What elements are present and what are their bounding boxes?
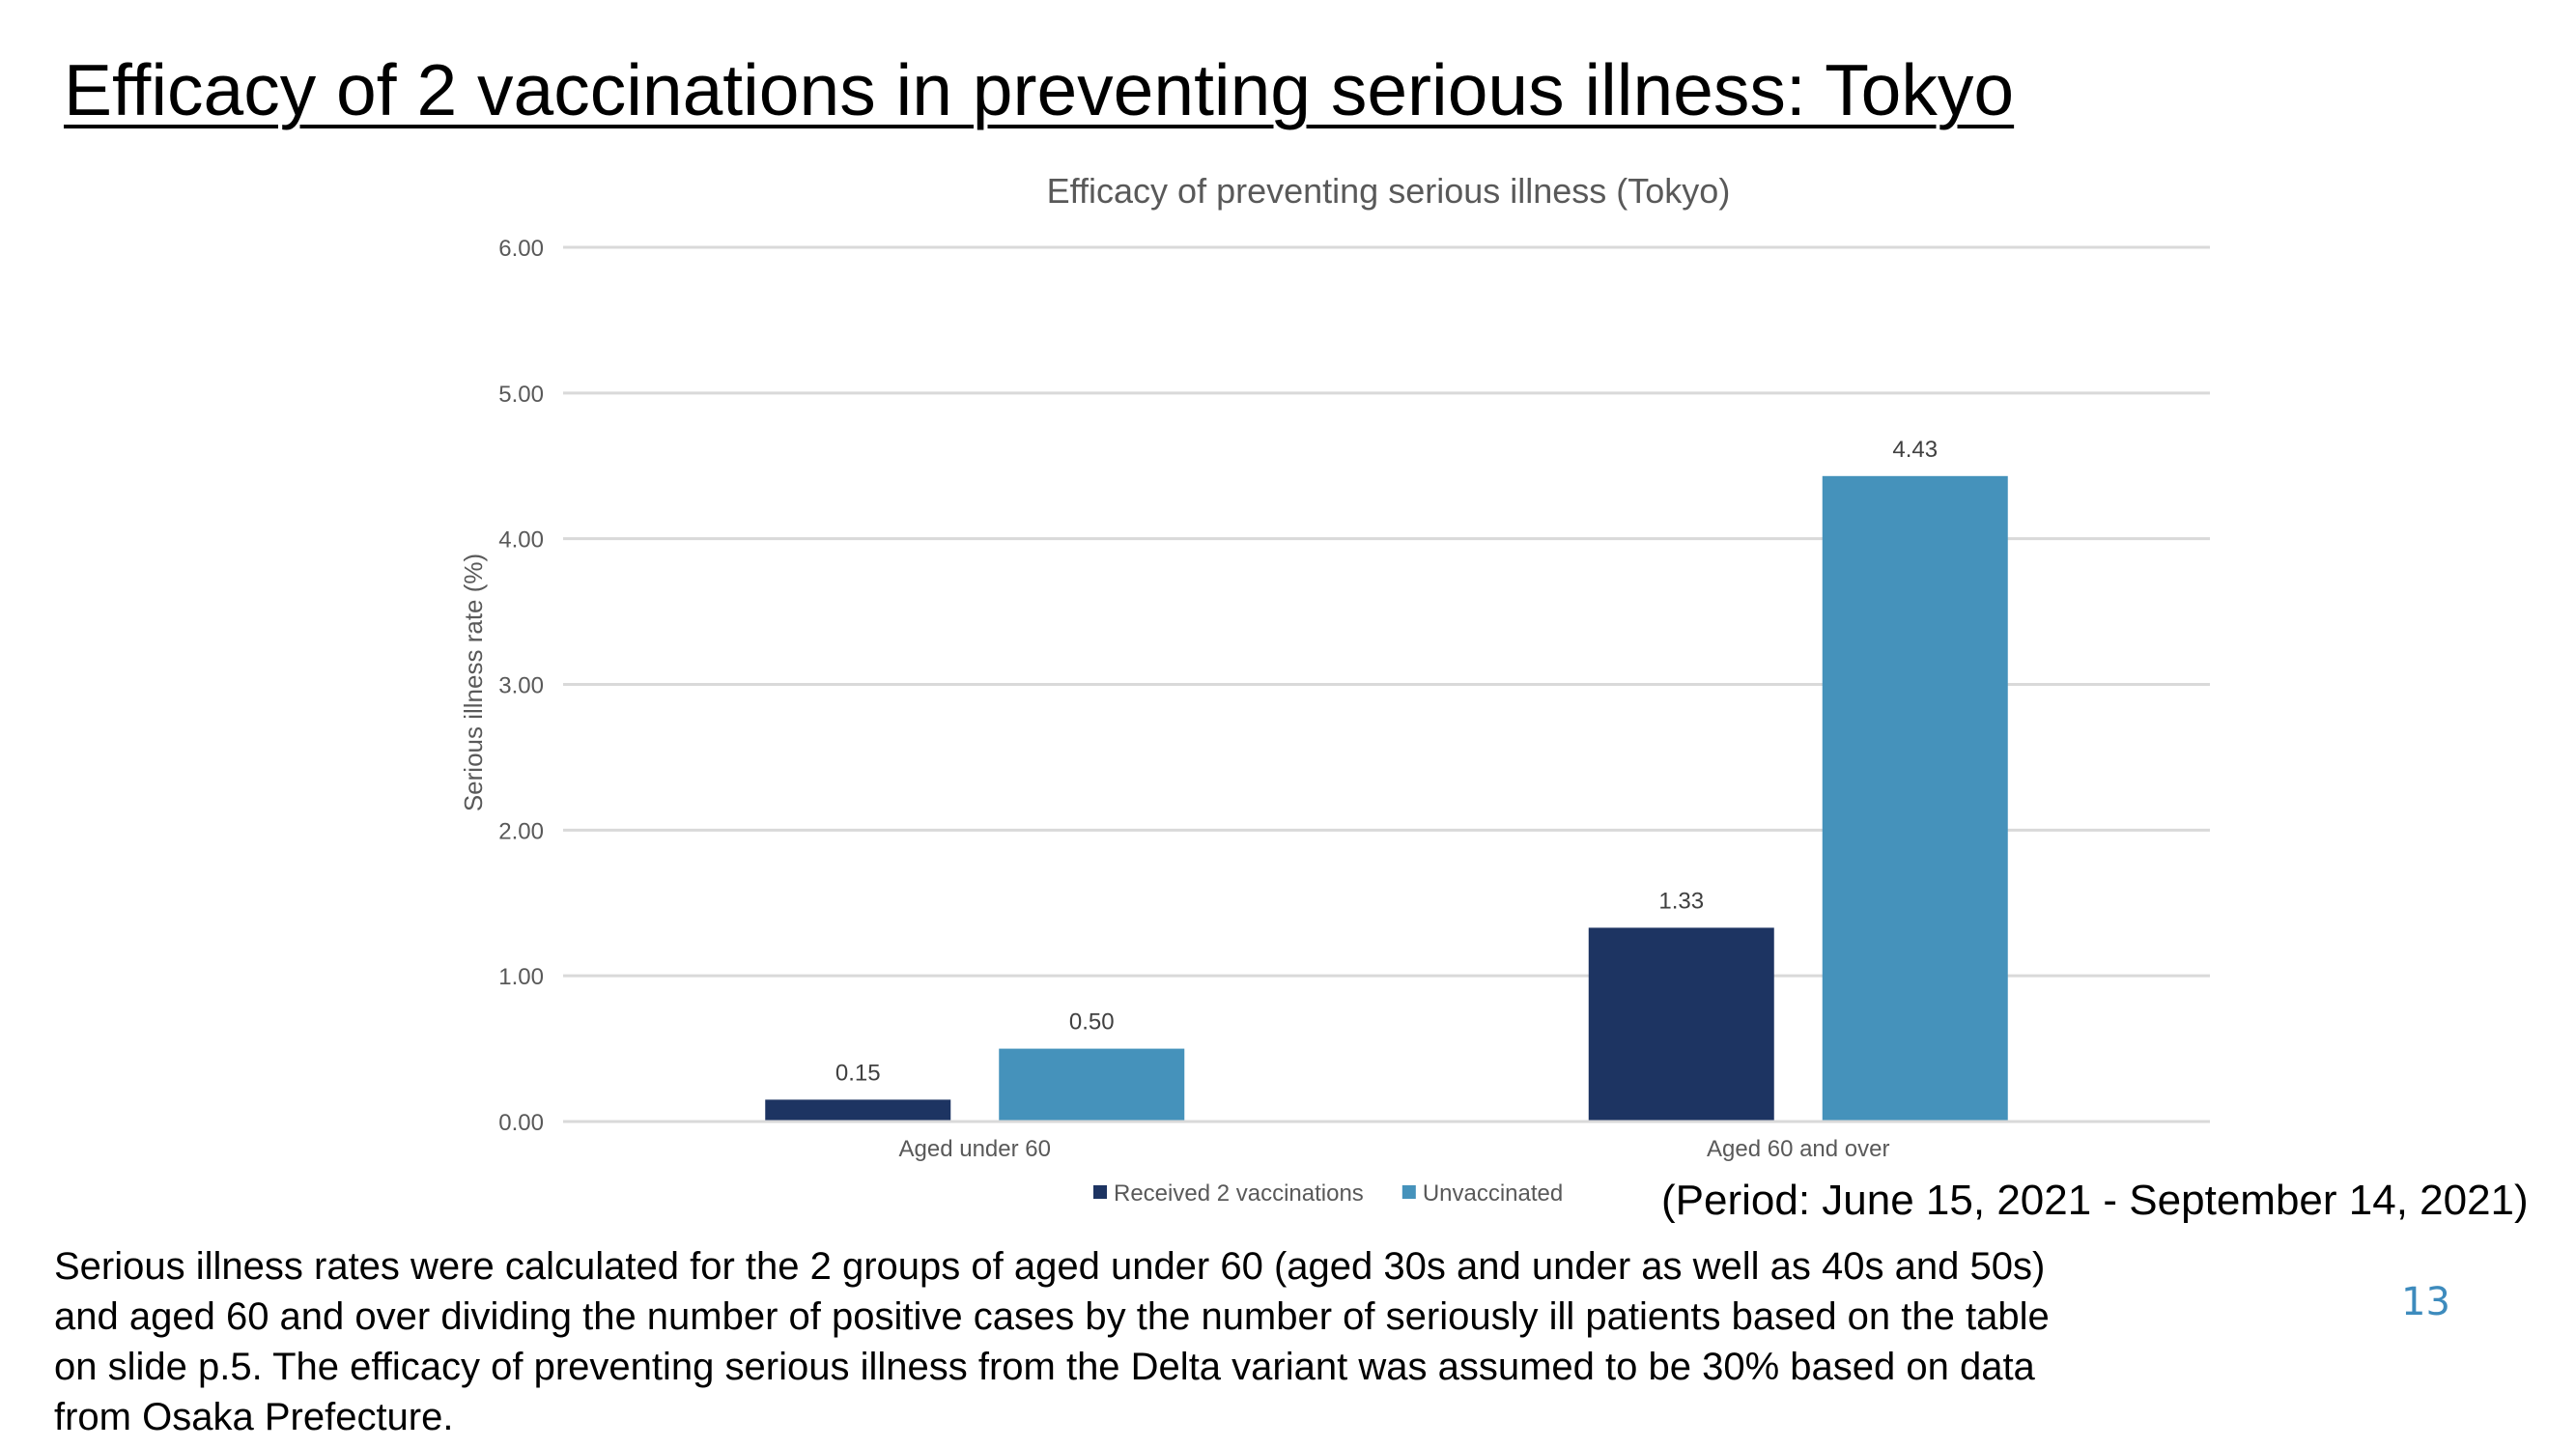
x-tick-label: Aged under 60	[899, 1136, 1051, 1162]
x-tick-label: Aged 60 and over	[1707, 1136, 1889, 1162]
y-tick-label: 2.00	[498, 818, 544, 844]
data-label: 0.50	[1069, 1009, 1115, 1036]
legend-swatch	[1401, 1185, 1416, 1199]
legend-swatch	[1093, 1185, 1107, 1199]
chart-title: Efficacy of preventing serious illness (…	[1047, 171, 1731, 211]
page-number: 13	[2401, 1280, 2450, 1324]
data-label: 1.33	[1658, 888, 1704, 914]
y-tick-label: 5.00	[498, 382, 544, 408]
bar	[1822, 475, 2008, 1122]
slide-title: Efficacy of 2 vaccinations in preventing…	[64, 49, 2015, 130]
y-tick-label: 4.00	[498, 527, 544, 554]
footnote-line: from Osaka Prefecture.	[54, 1396, 454, 1438]
data-label: 4.43	[1892, 437, 1938, 463]
bar	[999, 1048, 1185, 1122]
y-axis-label: Serious illness rate (%)	[459, 554, 488, 811]
bar-chart: Efficacy of preventing serious illness (…	[459, 171, 2210, 1207]
period-note: (Period: June 15, 2021 - September 14, 2…	[1661, 1177, 2529, 1224]
y-tick-label: 6.00	[498, 236, 544, 262]
footnote-line: and aged 60 and over dividing the number…	[54, 1295, 2050, 1338]
y-tick-label: 0.00	[498, 1110, 544, 1136]
y-tick-label: 3.00	[498, 673, 544, 699]
y-tick-label: 1.00	[498, 964, 544, 990]
footnote: Serious illness rates were calculated fo…	[54, 1241, 2353, 1442]
footnote-line: Serious illness rates were calculated fo…	[54, 1245, 2046, 1288]
bar	[1588, 927, 1774, 1122]
data-label: 0.15	[835, 1060, 881, 1086]
footnote-line: on slide p.5. The efficacy of preventing…	[54, 1346, 2035, 1388]
bar	[765, 1099, 951, 1122]
legend-label: Received 2 vaccinations	[1114, 1180, 1364, 1207]
legend-label: Unvaccinated	[1423, 1180, 1563, 1207]
